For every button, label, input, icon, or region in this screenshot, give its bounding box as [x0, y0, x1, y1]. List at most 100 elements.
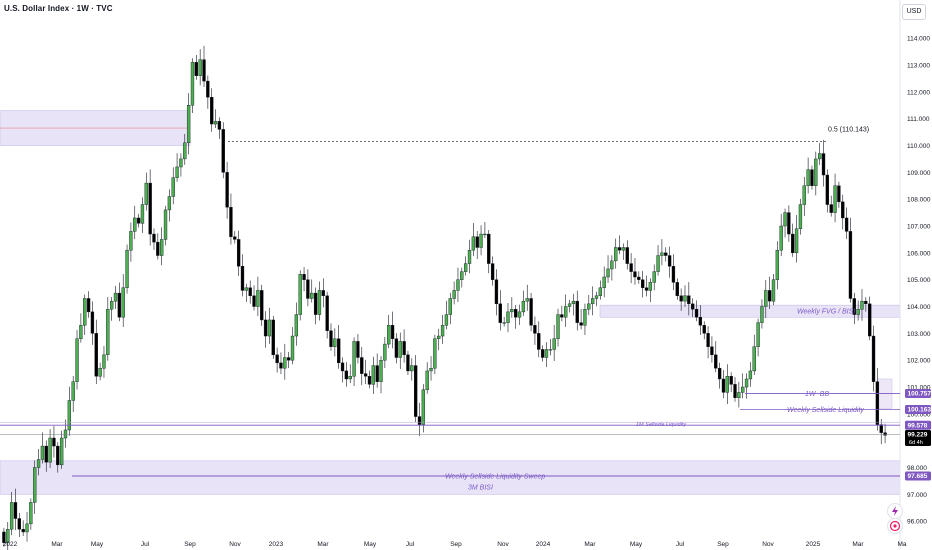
x-tick-label: Jul — [676, 541, 685, 548]
y-tick-label: 103.000 — [907, 331, 931, 338]
y-tick-label: 104.000 — [907, 304, 931, 311]
lightning-icon[interactable] — [887, 503, 903, 519]
candle-up — [267, 319, 272, 337]
candle-up — [106, 309, 110, 356]
candle-up — [410, 365, 414, 372]
price-tag-text: 100.757 — [908, 391, 932, 398]
candle-down — [829, 204, 833, 213]
x-tick-label: Sep — [717, 541, 729, 548]
candle-down — [321, 290, 325, 296]
x-tick-label: May — [364, 541, 377, 548]
candle-up — [444, 314, 449, 326]
candle-down — [687, 295, 691, 305]
candle-up — [125, 249, 129, 288]
candle-down — [868, 303, 872, 337]
candle-up — [59, 437, 64, 466]
candle-down — [637, 276, 641, 280]
candle-up — [421, 389, 425, 425]
x-tick-label: Sep — [450, 541, 462, 548]
candle-down — [540, 349, 545, 358]
y-axis-ticks[interactable]: 96.00097.00098.00099.000100.000101.00010… — [907, 36, 931, 526]
candle-down — [671, 266, 676, 283]
candle-down — [356, 341, 360, 358]
candle-down — [217, 121, 222, 130]
candle-up — [310, 292, 314, 299]
candle-down — [871, 335, 876, 382]
x-tick-label: 2024 — [536, 541, 551, 548]
candle-down — [721, 378, 726, 393]
x-tick-label: Mar — [51, 541, 63, 548]
price-tag — [905, 389, 931, 399]
candle-up — [425, 370, 429, 390]
candle-down — [390, 325, 395, 339]
candle-down — [879, 424, 883, 433]
candle-up — [163, 209, 168, 240]
candle-up — [467, 249, 472, 264]
candle-down — [56, 445, 60, 466]
candle-up — [464, 263, 468, 272]
price-tag-text: 100.163 — [908, 407, 932, 414]
candle-up — [190, 62, 195, 106]
x-tick-label: Nov — [229, 541, 241, 548]
candle-down — [263, 319, 268, 337]
candle-down — [394, 338, 399, 358]
y-tick-label: 114.000 — [907, 36, 930, 43]
price-tag — [905, 471, 931, 481]
candle-down — [810, 169, 814, 186]
candle-up — [456, 279, 460, 291]
candle-up — [67, 400, 71, 431]
price-tag — [905, 420, 931, 430]
candle-down — [710, 346, 714, 356]
candle-down — [791, 233, 795, 254]
candle-down — [844, 217, 849, 232]
candle-down — [664, 252, 668, 256]
candle-up — [567, 303, 572, 307]
y-tick-label: 109.000 — [907, 170, 931, 177]
candle-up — [502, 322, 506, 324]
candle-up — [544, 349, 549, 358]
weekly-sweep-label: Weekly Sellside Liquidity Sweep — [445, 473, 545, 480]
candle-down — [275, 354, 279, 364]
candle-up — [144, 182, 148, 205]
candle-up — [75, 338, 79, 382]
candle-up — [48, 437, 52, 463]
candle-down — [848, 231, 853, 299]
price-tag — [905, 404, 931, 414]
candle-down — [837, 185, 841, 203]
candle-up — [610, 260, 614, 270]
candle-up — [525, 298, 529, 302]
candle-down — [233, 236, 237, 240]
candle-down — [617, 247, 622, 251]
candle-up — [660, 252, 664, 256]
candle-up — [656, 255, 660, 272]
candle-up — [756, 322, 760, 347]
candle-up — [171, 177, 175, 197]
x-tick-label: 2022 — [3, 541, 18, 548]
candle-down — [644, 287, 649, 291]
candle-up — [71, 381, 75, 401]
candle-down — [325, 295, 329, 331]
x-tick-label: Ma — [897, 541, 906, 548]
candle-down — [302, 274, 306, 280]
candle-up — [744, 378, 749, 388]
currency-button[interactable]: USD — [902, 4, 926, 20]
candle-down — [225, 172, 229, 208]
chart-title: U.S. Dollar Index · 1W · TVC — [4, 4, 113, 13]
candle-down — [529, 298, 533, 326]
candle-down — [271, 319, 275, 356]
candle-down — [329, 330, 333, 347]
x-axis-ticks[interactable]: 2022 Mar May Jul Sep Nov 2023 Mar May Jul Sep Nov 20… — [3, 541, 907, 548]
y-tick-label: 110.000 — [907, 143, 930, 150]
candle-up — [606, 268, 610, 278]
candle-up — [298, 274, 302, 315]
alert-icon[interactable] — [887, 518, 903, 534]
weekly-ssl-label: Weekly Sellside Liquidity — [787, 407, 864, 414]
candle-down — [2, 531, 6, 543]
candle-up — [294, 314, 299, 337]
candle-up — [598, 287, 602, 296]
candle-up — [614, 247, 618, 262]
candle-up — [798, 204, 803, 229]
candle-down — [402, 341, 406, 356]
candle-up — [583, 309, 587, 326]
